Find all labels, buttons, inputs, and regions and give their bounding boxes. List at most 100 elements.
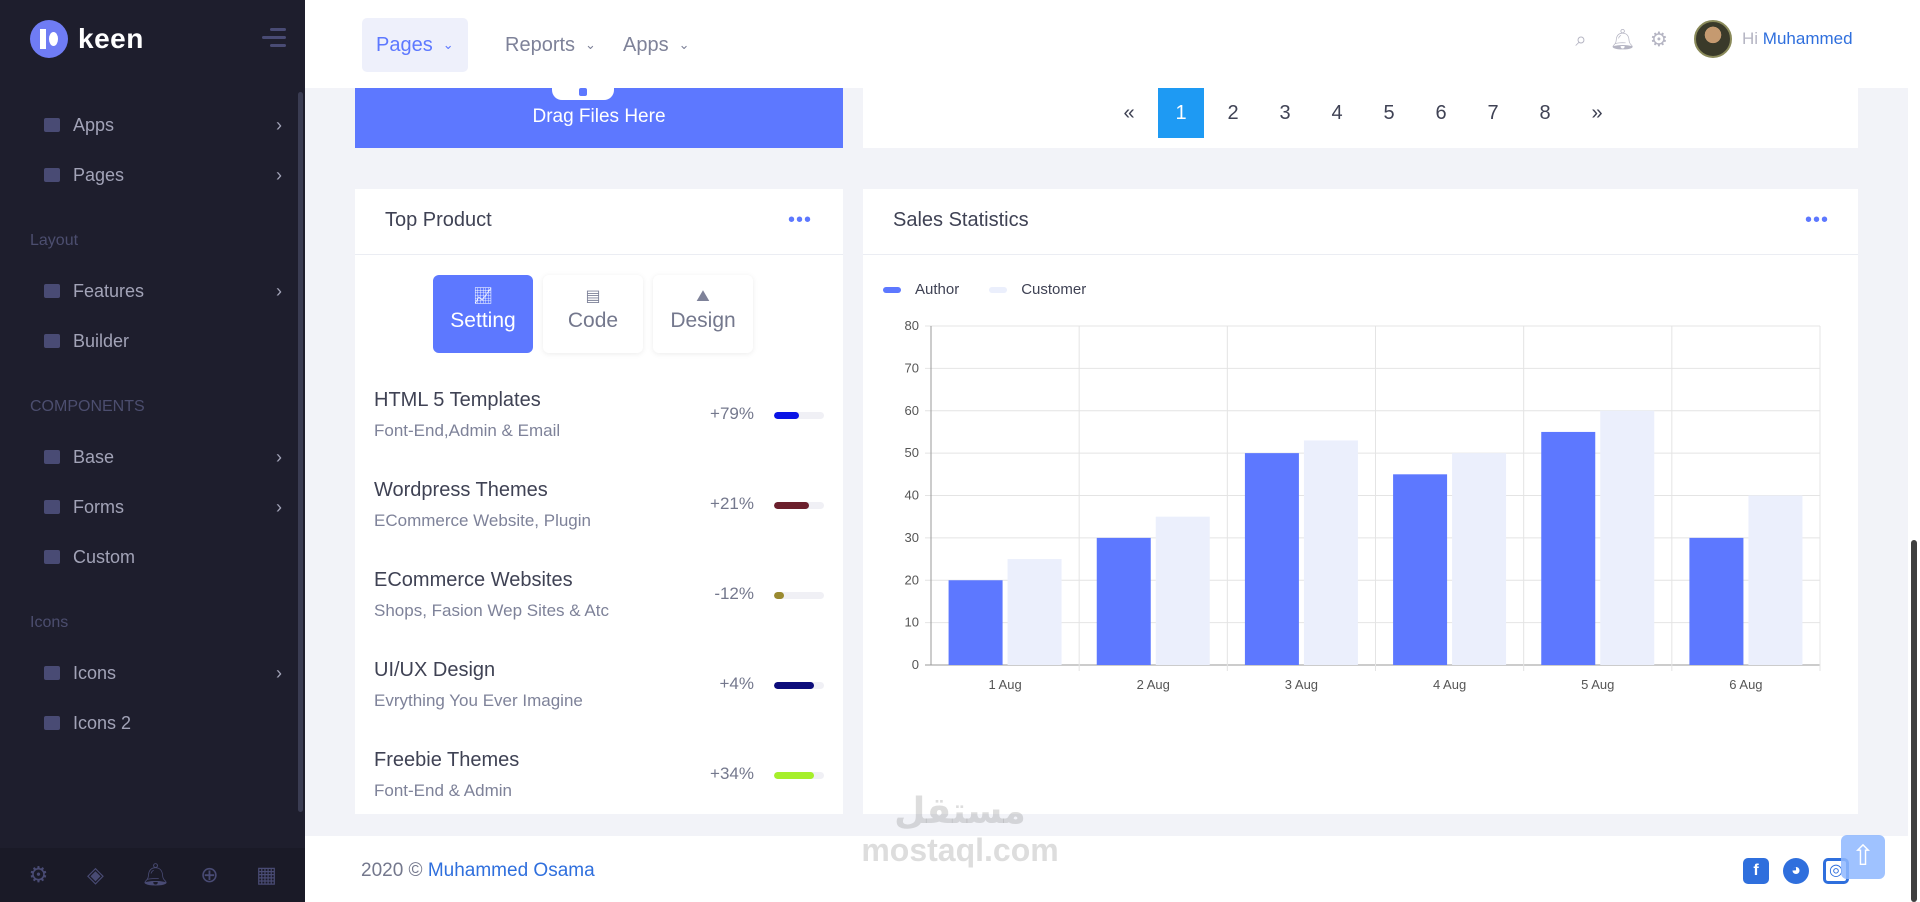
file-dropzone[interactable]: Drag Files Here [355,86,843,148]
list-item[interactable]: ECommerce Websites Shops, Fasion Wep Sit… [374,569,824,629]
x-tick-label: 6 Aug [1729,677,1762,692]
page-1[interactable]: 1 [1158,88,1204,138]
product-tabs: 📈︎ Setting ▤ Code ⛰ Design [433,275,763,353]
page-4[interactable]: 4 [1331,102,1343,124]
tab-setting[interactable]: 📈︎ Setting [433,275,533,353]
design-icon: ⛰ [696,288,710,305]
product-name: HTML 5 Templates [374,389,541,411]
chevron-down-icon: ⌄ [585,37,596,52]
product-desc: Shops, Fasion Wep Sites & Atc [374,601,609,620]
list-item[interactable]: HTML 5 Templates Font-End,Admin & Email … [374,389,824,449]
cube-icon[interactable]: ◈ [87,862,104,887]
search-icon[interactable]: ⌕ [1575,29,1587,51]
y-tick-label: 0 [912,657,919,672]
x-tick-label: 5 Aug [1581,677,1614,692]
product-desc: Font-End & Admin [374,781,512,800]
bar-author-5 [1541,431,1596,665]
page-prev[interactable]: « [1123,102,1135,124]
users-icon [44,284,60,298]
calendar-icon[interactable]: ▦ [256,862,277,887]
chevron-right-icon: › [276,281,282,301]
chevron-down-icon: ⌄ [678,37,690,52]
tab-label: Code [567,309,619,332]
sidebar-item-icons-2[interactable]: Icons 2 [0,701,295,745]
sales-bar-chart: 0 10 20 30 40 50 60 70 80 1 Aug 2 Aug 3 Aug 4 Aug 5 A… [905,318,1821,692]
sidebar-scrollbar[interactable] [298,92,303,812]
sidebar-item-label: Icons 2 [73,712,132,733]
tab-design[interactable]: ⛰ Design [653,275,753,353]
facebook-icon[interactable]: f [1743,858,1769,884]
bell-icon[interactable]: 🔔︎ [1610,29,1636,51]
menu-pages[interactable]: Pages ⌄ [362,18,468,72]
section-title-components: COMPONENTS [30,398,145,415]
sidebar-item-builder[interactable]: Builder [0,319,295,363]
sidebar-item-apps[interactable]: Apps › [0,103,295,147]
plus-circle-icon[interactable]: ⊕ [200,862,219,887]
page-2[interactable]: 2 [1227,102,1239,124]
legend-swatch [989,286,1008,293]
product-change: +34% [710,764,754,783]
section-title-layout: Layout [30,232,79,249]
list-item[interactable]: Freebie Themes Font-End & Admin +34% [374,749,824,809]
chart-icon [44,334,60,348]
list-item[interactable]: Wordpress Themes ECommerce Website, Plug… [374,479,824,539]
legend-item-customer[interactable]: Customer [989,281,1086,298]
copyright-year: 2020 © [361,860,423,881]
avatar[interactable] [1694,20,1732,58]
author-link[interactable]: Muhammed Osama [427,860,595,881]
sidebar-item-forms[interactable]: Forms › [0,485,295,529]
bar-customer-4 [1452,453,1507,665]
page-6[interactable]: 6 [1435,102,1447,124]
y-tick-label: 60 [905,403,919,418]
gears-icon[interactable]: ⚙ [28,862,49,887]
grid-icon [44,666,60,680]
sidebar-item-base[interactable]: Base › [0,435,295,479]
more-options-icon[interactable]: ••• [1805,209,1830,231]
divider [863,254,1858,255]
x-tick-label: 1 Aug [988,677,1021,692]
list-item[interactable]: UI/UX Design Evrything You Ever Imagine … [374,659,824,719]
brand-name: keen [78,23,144,54]
x-tick-label: 2 Aug [1137,677,1170,692]
progress-fill [774,412,799,419]
user-greeting[interactable]: Hi Muhammed [1742,29,1853,49]
page-7[interactable]: 7 [1487,102,1499,124]
bar-author-1 [948,580,1003,665]
watermark-arabic: مستقل [894,790,1026,831]
page-8[interactable]: 8 [1539,102,1551,124]
page-5[interactable]: 5 [1383,102,1395,124]
sidebar-toggle-icon[interactable] [262,28,286,50]
cube-icon [44,450,60,464]
y-tick-label: 80 [905,318,919,333]
chevron-right-icon: › [276,447,282,467]
page-3[interactable]: 3 [1279,102,1291,124]
tab-label: Setting [450,309,516,332]
sidebar-item-label: Features [73,280,145,301]
scrollbar-thumb[interactable] [1911,540,1917,902]
bell-icon[interactable]: 🔔︎ [141,862,170,887]
menu-label: Reports [505,33,576,56]
page-scrollbar[interactable] [1908,0,1920,902]
brand-logo[interactable]: keen [30,20,144,58]
section-title-icons: Icons [30,614,69,631]
menu-apps[interactable]: Apps ⌄ [609,18,704,72]
gears-icon[interactable]: ⚙ [1650,29,1668,51]
sidebar-item-icons[interactable]: Icons › [0,651,295,695]
pagination-card: « 1 2 3 4 5 6 7 8 » [863,88,1858,148]
sidebar-item-features[interactable]: Features › [0,269,295,313]
scroll-to-top-button[interactable]: ⇧ [1841,835,1885,879]
sidebar-item-pages[interactable]: Pages › [0,153,295,197]
product-change: +79% [710,404,754,423]
pagination: « 1 2 3 4 5 6 7 8 » [1103,88,1623,138]
github-icon[interactable]: ◕ [1783,858,1809,884]
legend-item-author[interactable]: Author [883,281,959,298]
more-options-icon[interactable]: ••• [788,209,813,231]
chart-legend: Author Customer [883,281,1116,298]
page-next[interactable]: » [1591,102,1603,124]
chevron-down-icon: ⌄ [442,37,454,52]
tab-code[interactable]: ▤ Code [543,275,643,353]
y-tick-label: 20 [905,572,919,587]
sidebar-item-custom[interactable]: Custom [0,535,295,579]
card-title: Top Product [385,209,492,231]
menu-reports[interactable]: Reports ⌄ [491,18,610,72]
